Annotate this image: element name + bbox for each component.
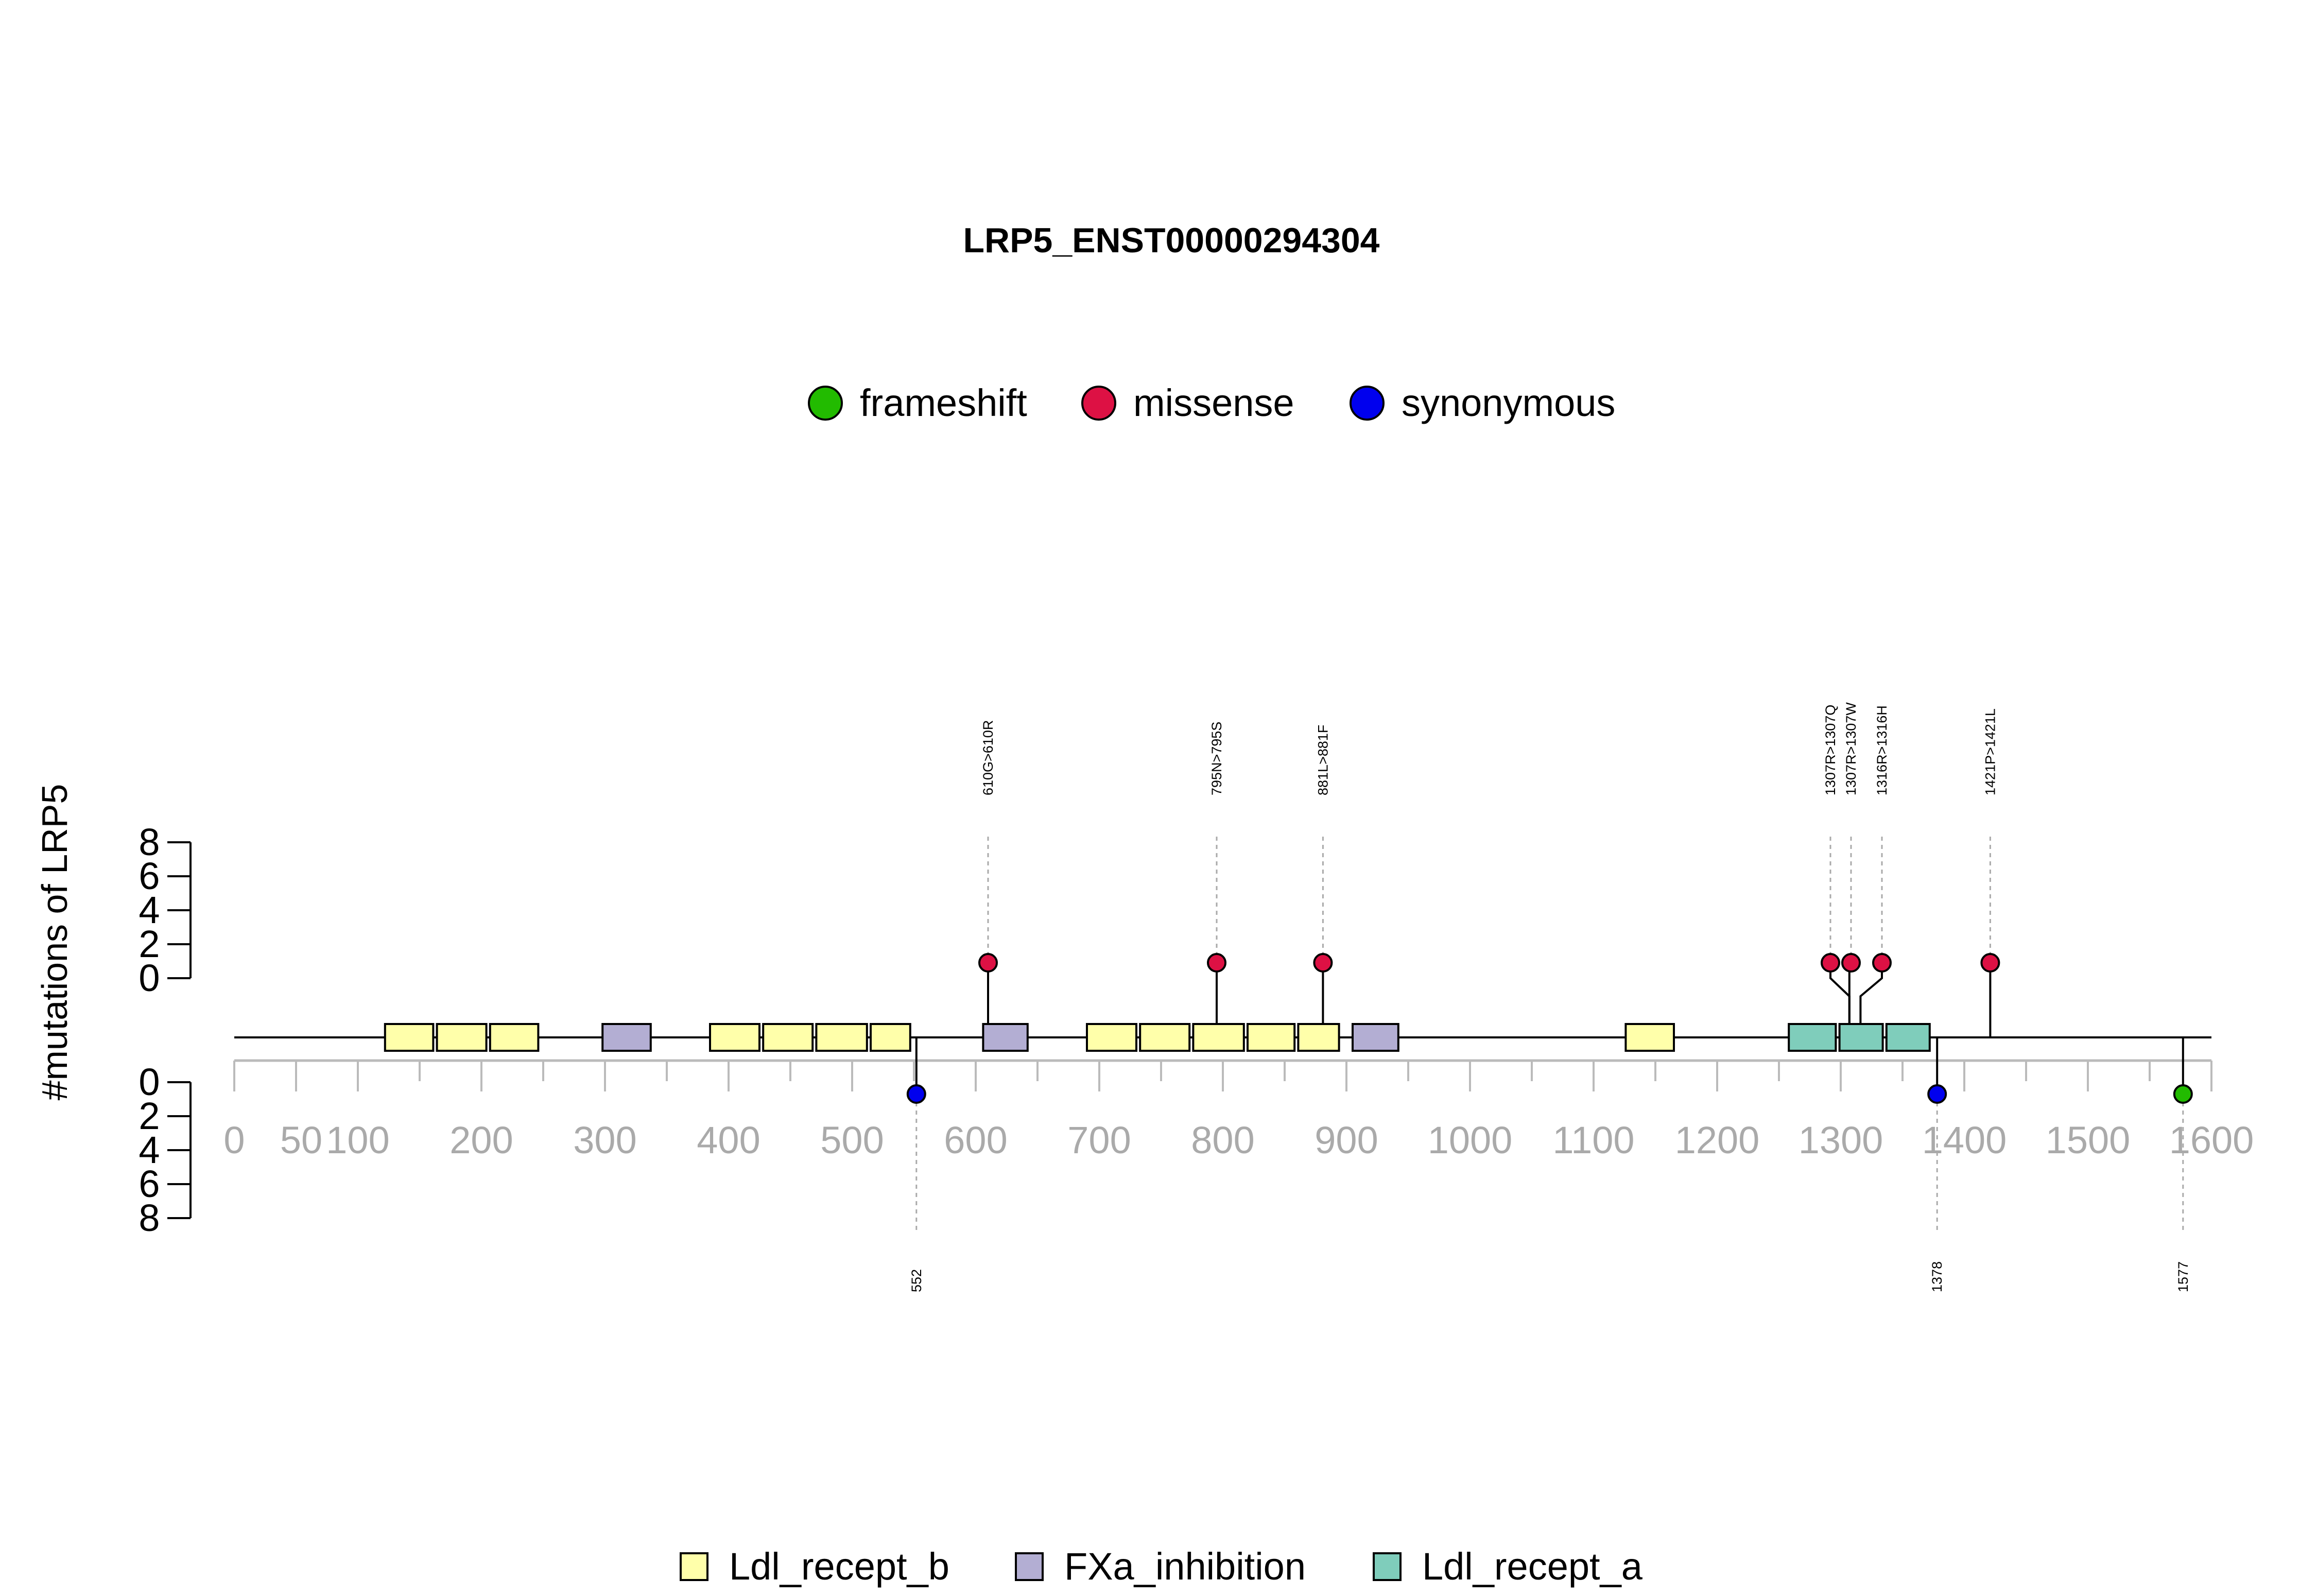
mutation-point-synonymous [906, 1084, 926, 1104]
x-tick-label: 1400 [1922, 1119, 2007, 1161]
domain-Ldl_recept_b [870, 1023, 911, 1052]
domain-Ldl_recept_b [1297, 1023, 1340, 1052]
domain-Ldl_recept_b [1624, 1023, 1675, 1052]
x-tick-label: 1100 [1552, 1119, 1634, 1161]
legend-FXa_inhibition-swatch [1015, 1552, 1044, 1581]
y-tick-top-label: 8 [139, 821, 160, 863]
x-axis: 0 50 100 200 300 400 500 600 700 800 900 1000 1100 12… [223, 1059, 2254, 1161]
domain-Ldl_recept_a [1885, 1023, 1931, 1052]
legend-synonymous-marker [1350, 386, 1385, 421]
mutation-stems [915, 837, 2184, 1230]
legend-Ldl_recept_b-label: Ldl_recept_b [729, 1545, 949, 1588]
mutation-label: 881L>881F [1315, 725, 1330, 795]
x-tick-label: 1500 [2046, 1119, 2131, 1161]
mutation-point-missense [1313, 953, 1333, 973]
x-tick-label: 700 [1067, 1119, 1131, 1161]
mutation-type-legend: frameshift missense synonymous [808, 381, 1615, 424]
mutation-label: 552 [909, 1269, 924, 1292]
x-tick-label: 800 [1191, 1119, 1254, 1161]
x-tick-label: 100 [326, 1119, 389, 1161]
mutation-point-missense [1980, 953, 2000, 973]
mutation-label: 1378 [1929, 1261, 1945, 1292]
y-tick-top-label: 0 [139, 957, 160, 999]
legend-Ldl_recept_b-swatch [680, 1552, 708, 1581]
x-tick-label: 0 [223, 1119, 245, 1161]
mutation-label: 1577 [2175, 1261, 2191, 1292]
mutation-point-missense [1207, 953, 1226, 973]
x-tick-label: 1600 [2169, 1119, 2254, 1161]
x-tick-label: 400 [697, 1119, 760, 1161]
x-tick-label: 200 [449, 1119, 513, 1161]
legend-Ldl_recept_a-label: Ldl_recept_a [1422, 1545, 1643, 1588]
domain-boxes [384, 1023, 1931, 1052]
domain-Ldl_recept_b [1139, 1023, 1191, 1052]
y-tick-bottom-label: 0 [139, 1061, 160, 1103]
domain-Ldl_recept_b [384, 1023, 435, 1052]
mutation-label: 1316R>1316H [1874, 705, 1890, 795]
x-tick-label: 1000 [1428, 1119, 1513, 1161]
x-tick-label: 1300 [1799, 1119, 1883, 1161]
x-tick-label: 1200 [1675, 1119, 1760, 1161]
domain-legend: Ldl_recept_b FXa_inhibition Ldl_recept_a [680, 1545, 1643, 1588]
y-tick-bottom-label: 8 [139, 1196, 160, 1239]
y-tick-bottom-label: 4 [139, 1129, 160, 1171]
legend-frameshift-label: frameshift [860, 381, 1027, 424]
mutation-label: 610G>610R [980, 720, 996, 795]
x-tick-label: 900 [1315, 1119, 1378, 1161]
mutation-point-missense [1872, 953, 1892, 973]
y-tick-bottom-label: 6 [139, 1163, 160, 1205]
x-tick-label: 500 [820, 1119, 884, 1161]
x-tick-label: 50 [280, 1119, 322, 1161]
legend-missense-label: missense [1133, 381, 1294, 424]
domain-Ldl_recept_b [1086, 1023, 1137, 1052]
domain-Ldl_recept_b [436, 1023, 488, 1052]
y-tick-top-label: 4 [139, 889, 160, 931]
domain-Ldl_recept_b [709, 1023, 760, 1052]
mutation-label: 1307R>1307W [1843, 702, 1859, 795]
legend-missense-marker [1081, 386, 1116, 421]
legend-frameshift-marker [808, 386, 843, 421]
legend-Ldl_recept_a-swatch [1373, 1552, 1402, 1581]
mutation-point-missense [1841, 953, 1861, 973]
mutation-point-missense [978, 953, 998, 973]
x-tick-label: 300 [573, 1119, 636, 1161]
domain-FXa_inhibition [601, 1023, 652, 1052]
domain-Ldl_recept_b [815, 1023, 868, 1052]
domain-Ldl_recept_a [1788, 1023, 1837, 1052]
domain-FXa_inhibition [1352, 1023, 1399, 1052]
domain-Ldl_recept_a [1838, 1023, 1884, 1052]
mutation-point-synonymous [1927, 1084, 1947, 1104]
mutation-label: 1307R>1307Q [1823, 705, 1838, 795]
mutation-label: 795N>795S [1209, 722, 1224, 795]
mutation-label: 1421P>1421L [1982, 708, 1998, 795]
y-axis-label: #mutations of LRP5 [34, 784, 75, 1101]
domain-FXa_inhibition [982, 1023, 1029, 1052]
y-tick-top-label: 2 [139, 923, 160, 965]
chart-title: LRP5_ENST00000294304 [963, 221, 1380, 260]
domain-Ldl_recept_b [489, 1023, 540, 1052]
mutation-points: 610G>610R 795N>795S 881L>881F 1307R>1307Q 13… [906, 702, 2193, 1292]
mutation-point-missense [1821, 953, 1840, 973]
y-tick-bottom-label: 2 [139, 1095, 160, 1137]
domain-Ldl_recept_b [762, 1023, 814, 1052]
y-tick-top-label: 6 [139, 855, 160, 897]
domain-Ldl_recept_b [1247, 1023, 1296, 1052]
mutation-point-frameshift [2173, 1084, 2193, 1104]
domain-Ldl_recept_b [1192, 1023, 1245, 1052]
x-tick-label: 600 [944, 1119, 1007, 1161]
legend-synonymous-label: synonymous [1402, 381, 1615, 424]
legend-FXa_inhibition-label: FXa_inhibition [1064, 1545, 1306, 1588]
